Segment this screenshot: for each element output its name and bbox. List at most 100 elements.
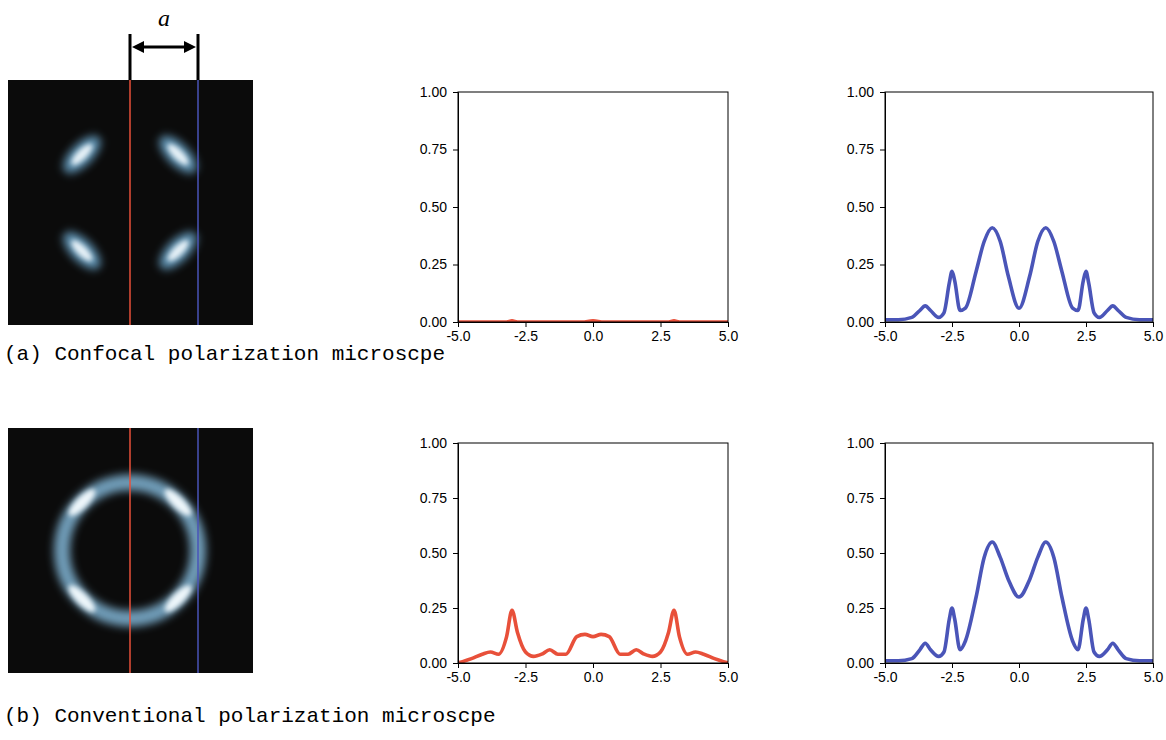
intensity-blob bbox=[153, 226, 202, 275]
plot-area bbox=[885, 228, 1153, 320]
x-tick-label: -2.5 bbox=[940, 669, 964, 685]
profile-line-red bbox=[129, 80, 131, 325]
y-tick: 1.00 bbox=[420, 84, 458, 100]
x-tick-label: 2.5 bbox=[1077, 328, 1097, 344]
y-tick-mark bbox=[880, 265, 885, 266]
chart-panel: -5.0-2.50.02.55.00.000.250.500.751.00 bbox=[847, 84, 1164, 344]
x-tick-mark bbox=[952, 663, 953, 668]
dimension-bar bbox=[197, 34, 200, 80]
intensity-blob-core bbox=[165, 141, 192, 168]
y-tick: 0.75 bbox=[420, 141, 458, 157]
y-axis-line bbox=[880, 93, 886, 323]
x-tick-label: 0.0 bbox=[1010, 669, 1030, 685]
y-tick-mark bbox=[880, 663, 885, 664]
y-tick-mark bbox=[880, 322, 885, 323]
plot-background bbox=[458, 443, 728, 663]
x-tick-label: -2.5 bbox=[940, 328, 964, 344]
plot-area bbox=[458, 610, 728, 663]
y-tick-label: 0.50 bbox=[847, 545, 874, 561]
x-tick-label: -5.0 bbox=[446, 328, 470, 344]
y-tick-label: 1.00 bbox=[420, 435, 447, 451]
plot-frame bbox=[458, 443, 728, 663]
y-tick-label: 0.25 bbox=[420, 600, 447, 616]
y-tick-label: 0.00 bbox=[847, 655, 874, 671]
y-tick-label: 0.25 bbox=[847, 256, 874, 272]
x-tick: -2.5 bbox=[940, 663, 964, 685]
intensity-blob-core bbox=[65, 485, 99, 519]
y-tick: 0.75 bbox=[420, 490, 458, 506]
y-tick: 0.50 bbox=[420, 199, 458, 215]
x-tick-mark bbox=[1019, 322, 1020, 327]
y-tick: 0.50 bbox=[847, 199, 885, 215]
y-tick-label: 0.50 bbox=[847, 199, 874, 215]
x-tick: 5.0 bbox=[719, 663, 739, 685]
y-tick-label: 0.75 bbox=[420, 490, 447, 506]
intensity-blob-core bbox=[165, 237, 192, 264]
intensity-blob bbox=[57, 130, 106, 179]
x-axis-line bbox=[886, 323, 1154, 328]
chart-panel: -5.0-2.50.02.55.00.000.250.500.751.00 bbox=[847, 435, 1164, 685]
arrow-head bbox=[184, 41, 196, 53]
x-axis: -5.0-2.50.02.55.0 bbox=[446, 663, 738, 685]
y-tick-mark bbox=[453, 553, 458, 554]
y-axis: 0.000.250.500.751.00 bbox=[847, 435, 886, 671]
x-tick-label: 5.0 bbox=[1144, 669, 1164, 685]
x-tick-label: 5.0 bbox=[1144, 328, 1164, 344]
x-tick: 2.5 bbox=[1077, 322, 1097, 344]
plot-background bbox=[458, 92, 728, 322]
arrow-head bbox=[132, 41, 144, 53]
chart-panel: -5.0-2.50.02.55.00.00 0.25 0.50 0.75 1.00 bbox=[420, 84, 739, 344]
y-axis: 0.000.250.500.751.00 bbox=[847, 84, 886, 330]
dimension-arrow bbox=[140, 46, 188, 49]
y-tick-mark bbox=[453, 265, 458, 266]
x-tick-label: -2.5 bbox=[514, 669, 538, 685]
y-axis-line bbox=[880, 444, 886, 664]
x-tick-mark bbox=[728, 663, 729, 668]
y-tick-mark bbox=[453, 443, 458, 444]
plot-frame bbox=[458, 92, 728, 322]
y-tick-label: 0.00 bbox=[420, 314, 447, 330]
x-tick-mark bbox=[661, 322, 662, 327]
y-tick-mark bbox=[453, 498, 458, 499]
image-background bbox=[8, 428, 253, 673]
data-line bbox=[885, 228, 1153, 320]
x-tick-mark bbox=[1153, 663, 1154, 668]
y-tick-mark bbox=[880, 498, 885, 499]
intensity-blob bbox=[153, 130, 202, 179]
x-axis: -5.0 -2.5 0.0 2.5 5.0 bbox=[873, 663, 1163, 685]
x-tick: 0.0 bbox=[584, 322, 604, 344]
y-tick-mark bbox=[453, 663, 458, 664]
x-tick: -2.5 bbox=[514, 663, 538, 685]
data-line bbox=[885, 542, 1153, 661]
profile-line-blue bbox=[197, 428, 199, 673]
y-tick: 0.75 bbox=[847, 490, 885, 506]
plot-frame bbox=[885, 443, 1153, 663]
y-axis-line bbox=[453, 93, 459, 323]
y-tick-label: 0.25 bbox=[420, 256, 447, 272]
y-axis-line bbox=[453, 444, 459, 664]
plot-background bbox=[885, 92, 1153, 322]
y-tick-mark bbox=[880, 553, 885, 554]
x-tick: -5.0 bbox=[873, 322, 897, 344]
intensity-blob-core bbox=[65, 582, 99, 616]
x-axis-line bbox=[886, 664, 1154, 669]
y-tick: 0.75 bbox=[847, 141, 885, 157]
figure: a(a) Confocal polarization microscpe(b) … bbox=[0, 0, 1166, 740]
x-tick: 5.0 bbox=[1144, 322, 1164, 344]
x-tick-label: 5.0 bbox=[719, 328, 739, 344]
y-tick: 0.00 bbox=[847, 655, 885, 671]
plot-frame bbox=[885, 92, 1153, 322]
y-tick-mark bbox=[880, 207, 885, 208]
x-tick: 0.0 bbox=[1010, 663, 1030, 685]
x-tick: 0.0 bbox=[1010, 322, 1030, 344]
x-axis: -5.0-2.50.02.55.0 bbox=[446, 322, 738, 344]
x-tick: 2.5 bbox=[1077, 663, 1097, 685]
x-tick-mark bbox=[1086, 322, 1087, 327]
y-tick-label: 0.00 bbox=[420, 655, 447, 671]
y-tick-label: 0.25 bbox=[847, 600, 874, 616]
y-tick-mark bbox=[880, 150, 885, 151]
x-tick: -5.0 bbox=[873, 663, 897, 685]
intensity-blob-core bbox=[161, 485, 195, 519]
x-tick-mark bbox=[1019, 663, 1020, 668]
y-tick-label: 0.75 bbox=[420, 141, 447, 157]
